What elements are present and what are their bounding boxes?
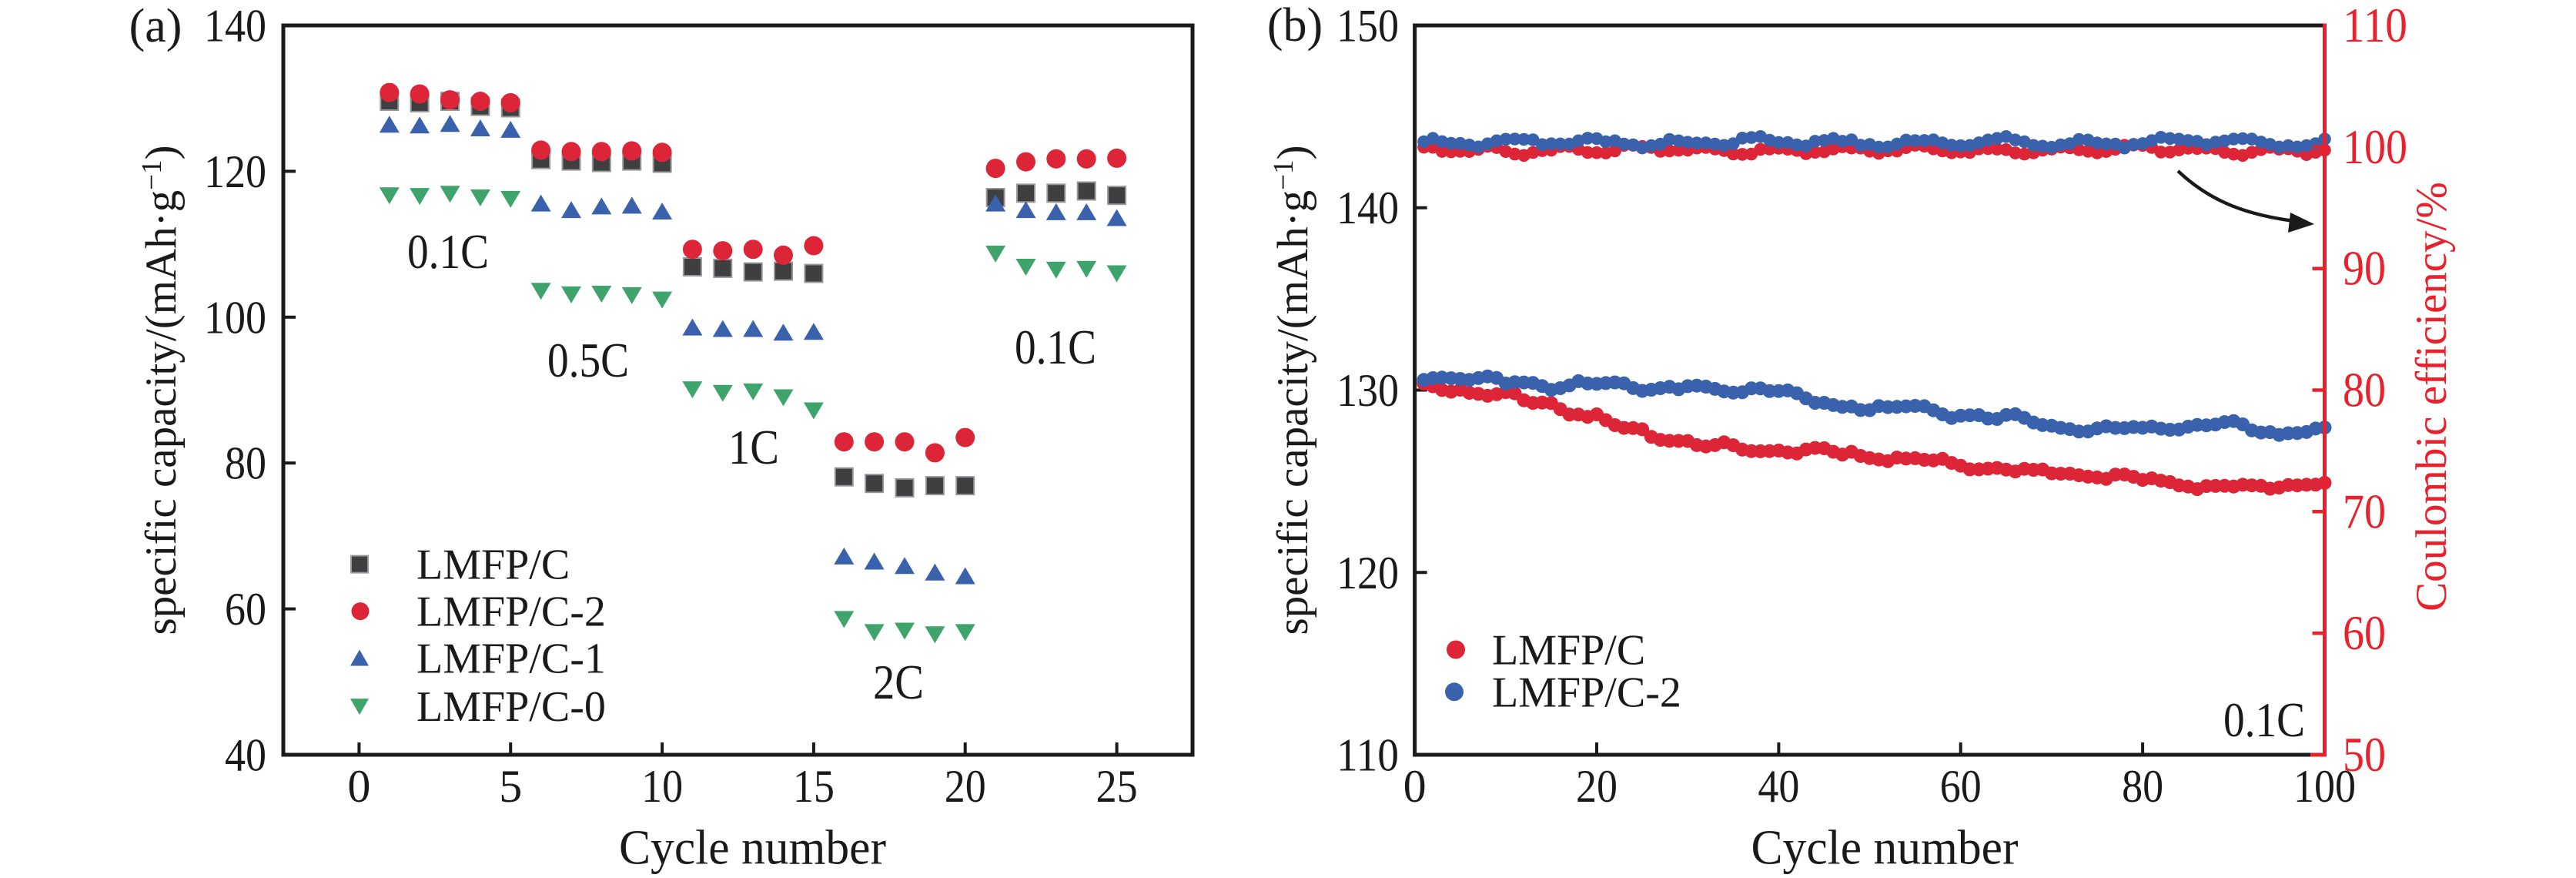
svg-text:100: 100 (2293, 761, 2356, 812)
svg-text:2C: 2C (873, 655, 924, 709)
svg-text:LMFP/C-1: LMFP/C-1 (417, 635, 606, 683)
svg-text:LMFP/C-0: LMFP/C-0 (417, 683, 606, 731)
svg-text:100: 100 (2343, 120, 2407, 174)
svg-text:140: 140 (204, 1, 266, 52)
svg-text:110: 110 (1337, 730, 1399, 781)
svg-text:50: 50 (2343, 728, 2386, 782)
svg-text:(b): (b) (1267, 0, 1323, 52)
svg-text:90: 90 (2343, 242, 2386, 296)
svg-text:LMFP/C-2: LMFP/C-2 (417, 588, 606, 636)
svg-text:80: 80 (2343, 364, 2386, 417)
svg-text:0.1C: 0.1C (407, 225, 489, 279)
svg-text:specific capacity/(mAh·g−1): specific capacity/(mAh·g−1) (136, 145, 186, 635)
svg-text:20: 20 (1576, 761, 1618, 812)
svg-text:0.1C: 0.1C (1015, 320, 1096, 374)
svg-text:Cycle number: Cycle number (1751, 820, 2019, 875)
svg-text:25: 25 (1096, 761, 1138, 812)
svg-text:100: 100 (204, 292, 266, 343)
svg-text:40: 40 (225, 730, 266, 781)
svg-text:150: 150 (1337, 1, 1399, 52)
svg-text:Cycle number: Cycle number (619, 820, 886, 875)
svg-text:60: 60 (225, 584, 266, 635)
svg-text:80: 80 (2122, 761, 2163, 812)
svg-text:120: 120 (204, 146, 266, 197)
svg-text:(a): (a) (129, 0, 182, 52)
svg-text:60: 60 (1940, 761, 1982, 812)
svg-text:LMFP/C-2: LMFP/C-2 (1492, 669, 1681, 716)
svg-text:10: 10 (641, 761, 683, 812)
svg-text:1C: 1C (728, 421, 779, 474)
svg-text:70: 70 (2343, 484, 2386, 538)
svg-text:20: 20 (945, 761, 986, 812)
svg-text:specific capacity/(mAh·g−1): specific capacity/(mAh·g−1) (1268, 145, 1317, 635)
svg-text:Coulombic efficiency/%: Coulombic efficiency/% (2407, 182, 2456, 612)
svg-text:15: 15 (793, 761, 835, 812)
svg-text:LMFP/C: LMFP/C (1492, 627, 1645, 675)
svg-text:40: 40 (1758, 761, 1799, 812)
svg-text:110: 110 (2343, 0, 2407, 52)
svg-text:140: 140 (1337, 183, 1399, 233)
svg-text:5: 5 (499, 761, 522, 812)
svg-text:0.1C: 0.1C (2223, 693, 2305, 747)
svg-text:80: 80 (225, 438, 266, 489)
svg-text:0: 0 (1403, 761, 1427, 812)
svg-text:120: 120 (1337, 548, 1399, 598)
svg-text:LMFP/C: LMFP/C (417, 541, 570, 589)
svg-text:0.5C: 0.5C (547, 333, 629, 387)
svg-text:0: 0 (347, 761, 370, 812)
svg-text:60: 60 (2343, 606, 2386, 660)
svg-text:130: 130 (1337, 365, 1399, 416)
